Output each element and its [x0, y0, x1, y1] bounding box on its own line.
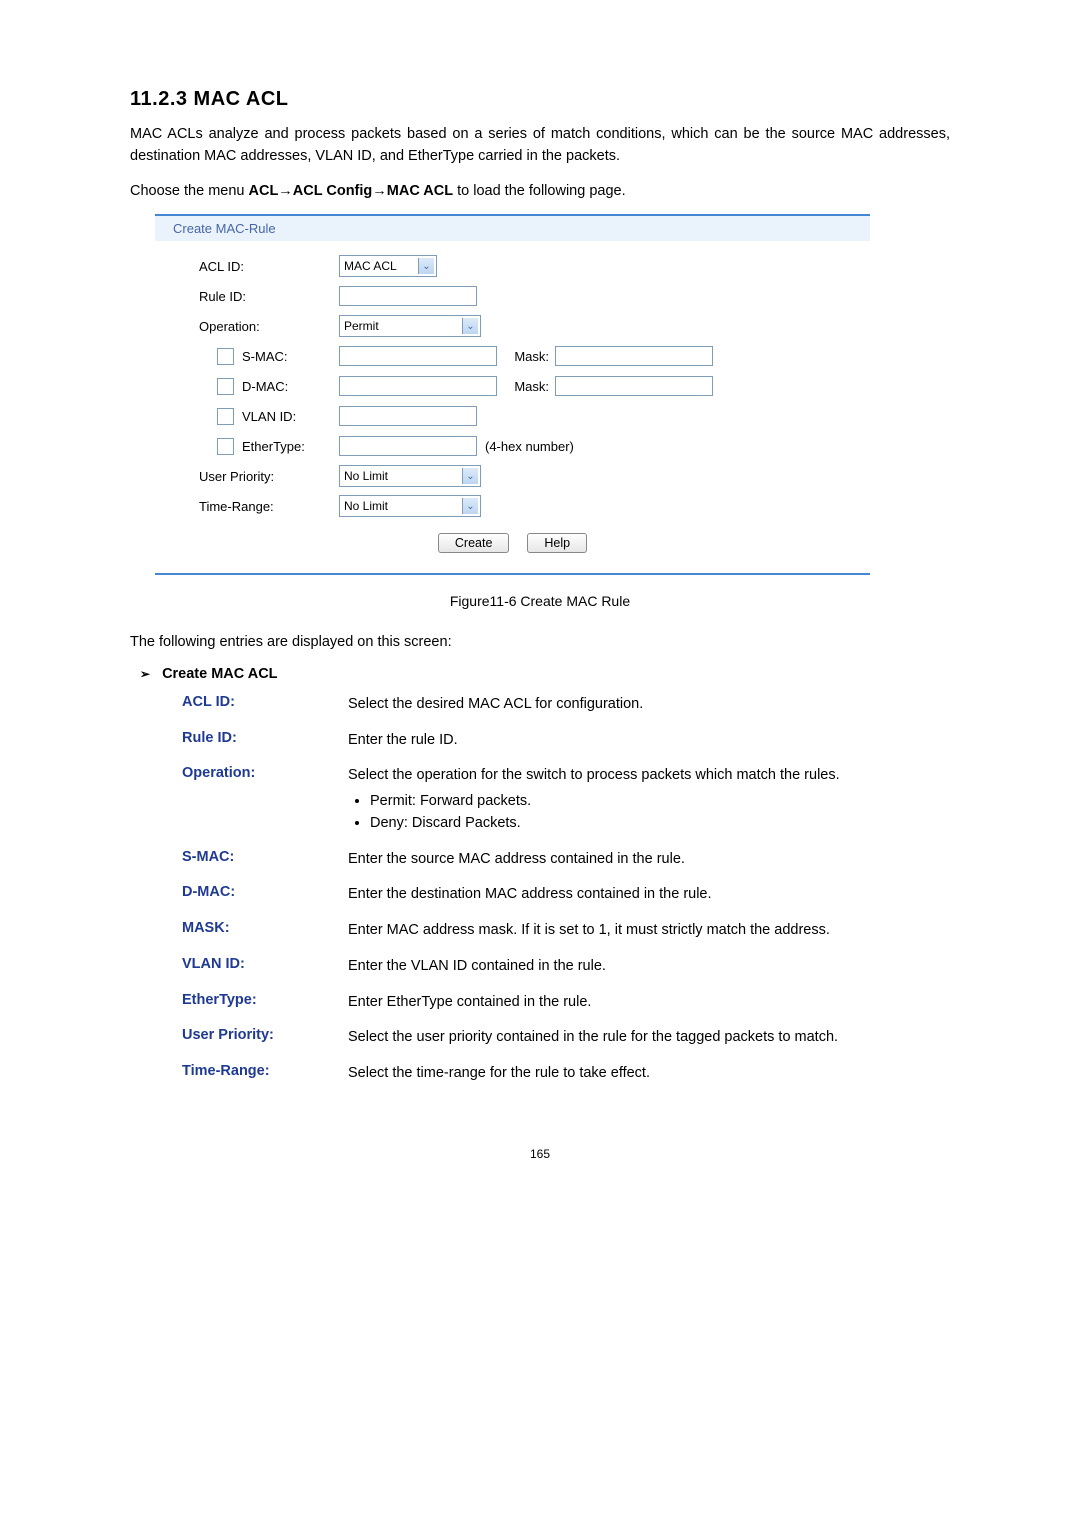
def-value: Enter EtherType contained in the rule.	[348, 992, 950, 1014]
label-dmac-mask: Mask:	[497, 379, 555, 394]
def-row-ruleid: Rule ID: Enter the rule ID.	[182, 730, 950, 752]
row-ruleid: Rule ID:	[155, 281, 870, 311]
chevron-down-icon: ⌄	[462, 498, 478, 514]
userpriority-value: No Limit	[344, 469, 388, 483]
operation-select[interactable]: Permit ⌄	[339, 315, 481, 337]
page-number: 165	[130, 1147, 950, 1161]
def-row-vlan: VLAN ID: Enter the VLAN ID contained in …	[182, 956, 950, 978]
dmac-checkbox[interactable]	[217, 378, 234, 395]
vlan-input[interactable]	[339, 406, 477, 426]
timerange-value: No Limit	[344, 499, 388, 513]
menu-path: ACL→ACL Config→MAC ACL	[249, 183, 454, 199]
label-aclid: ACL ID:	[199, 259, 339, 274]
frame-title: Create MAC-Rule	[155, 216, 870, 241]
def-row-dmac: D-MAC: Enter the destination MAC address…	[182, 884, 950, 906]
label-dmac: D-MAC:	[242, 379, 288, 394]
def-value: Enter the VLAN ID contained in the rule.	[348, 956, 950, 978]
def-label: VLAN ID:	[182, 956, 348, 972]
triangle-icon: ➢	[140, 667, 150, 681]
label-smac-mask: Mask:	[497, 349, 555, 364]
def-row-operation: Operation: Select the operation for the …	[182, 765, 950, 834]
row-aclid: ACL ID: MAC ACL ⌄	[155, 251, 870, 281]
intro-paragraph: MAC ACLs analyze and process packets bas…	[130, 123, 950, 168]
form-area: ACL ID: MAC ACL ⌄ Rule ID: Operation: Pe…	[155, 241, 870, 573]
ethertype-input[interactable]	[339, 436, 477, 456]
def-row-smac: S-MAC: Enter the source MAC address cont…	[182, 849, 950, 871]
def-label: D-MAC:	[182, 884, 348, 900]
subheading-text: Create MAC ACL	[162, 666, 277, 682]
timerange-select[interactable]: No Limit ⌄	[339, 495, 481, 517]
def-label: ACL ID:	[182, 694, 348, 710]
def-operation-bullet: Deny: Discard Packets.	[370, 813, 950, 835]
smac-checkbox[interactable]	[217, 348, 234, 365]
aclid-value: MAC ACL	[344, 259, 397, 273]
def-value: Enter the source MAC address contained i…	[348, 849, 950, 871]
label-ethertype: EtherType:	[242, 439, 305, 454]
menu-pre: Choose the menu	[130, 183, 249, 199]
dmac-input[interactable]	[339, 376, 497, 396]
def-label: Rule ID:	[182, 730, 348, 746]
screen-entries-line: The following entries are displayed on t…	[130, 631, 950, 653]
create-button[interactable]: Create	[438, 533, 510, 553]
def-value: Enter the rule ID.	[348, 730, 950, 752]
def-row-ether: EtherType: Enter EtherType contained in …	[182, 992, 950, 1014]
subheading-create-mac-acl: ➢ Create MAC ACL	[140, 666, 950, 682]
def-row-userprio: User Priority: Select the user priority …	[182, 1027, 950, 1049]
def-value: Select the desired MAC ACL for configura…	[348, 694, 950, 716]
def-label: Time-Range:	[182, 1063, 348, 1079]
def-value: Select the time-range for the rule to ta…	[348, 1063, 950, 1085]
ruleid-input[interactable]	[339, 286, 477, 306]
row-vlan: VLAN ID:	[155, 401, 870, 431]
ethertype-hint: (4-hex number)	[477, 439, 574, 454]
section-heading: 11.2.3 MAC ACL	[130, 88, 950, 111]
row-dmac: D-MAC: Mask:	[155, 371, 870, 401]
menu-post: to load the following page.	[453, 183, 626, 199]
chevron-down-icon: ⌄	[418, 258, 434, 274]
ethertype-checkbox[interactable]	[217, 438, 234, 455]
def-label: User Priority:	[182, 1027, 348, 1043]
label-userpriority: User Priority:	[199, 469, 339, 484]
row-userpriority: User Priority: No Limit ⌄	[155, 461, 870, 491]
vlan-checkbox[interactable]	[217, 408, 234, 425]
label-vlan: VLAN ID:	[242, 409, 296, 424]
definition-table: ACL ID: Select the desired MAC ACL for c…	[182, 694, 950, 1085]
row-smac: S-MAC: Mask:	[155, 341, 870, 371]
def-label: Operation:	[182, 765, 348, 781]
def-value: Select the operation for the switch to p…	[348, 765, 950, 834]
userpriority-select[interactable]: No Limit ⌄	[339, 465, 481, 487]
smac-mask-input[interactable]	[555, 346, 713, 366]
def-operation-bullet: Permit: Forward packets.	[370, 791, 950, 813]
label-smac: S-MAC:	[242, 349, 288, 364]
operation-value: Permit	[344, 319, 379, 333]
aclid-select[interactable]: MAC ACL ⌄	[339, 255, 437, 277]
smac-input[interactable]	[339, 346, 497, 366]
def-row-mask: MASK: Enter MAC address mask. If it is s…	[182, 920, 950, 942]
def-operation-main: Select the operation for the switch to p…	[348, 767, 840, 783]
row-ethertype: EtherType: (4-hex number)	[155, 431, 870, 461]
row-timerange: Time-Range: No Limit ⌄	[155, 491, 870, 521]
def-label: S-MAC:	[182, 849, 348, 865]
def-label: MASK:	[182, 920, 348, 936]
chevron-down-icon: ⌄	[462, 468, 478, 484]
def-value: Enter the destination MAC address contai…	[348, 884, 950, 906]
def-value: Enter MAC address mask. If it is set to …	[348, 920, 950, 942]
def-label: EtherType:	[182, 992, 348, 1008]
def-row-aclid: ACL ID: Select the desired MAC ACL for c…	[182, 694, 950, 716]
row-operation: Operation: Permit ⌄	[155, 311, 870, 341]
menu-path-line: Choose the menu ACL→ACL Config→MAC ACL t…	[130, 180, 950, 202]
def-value: Select the user priority contained in th…	[348, 1027, 950, 1049]
label-timerange: Time-Range:	[199, 499, 339, 514]
figure-frame: Create MAC-Rule ACL ID: MAC ACL ⌄ Rule I…	[155, 214, 870, 575]
label-ruleid: Rule ID:	[199, 289, 339, 304]
dmac-mask-input[interactable]	[555, 376, 713, 396]
help-button[interactable]: Help	[527, 533, 587, 553]
chevron-down-icon: ⌄	[462, 318, 478, 334]
def-row-timerange: Time-Range: Select the time-range for th…	[182, 1063, 950, 1085]
button-row: Create Help	[155, 521, 870, 559]
label-operation: Operation:	[199, 319, 339, 334]
figure-caption: Figure11-6 Create MAC Rule	[130, 593, 950, 609]
